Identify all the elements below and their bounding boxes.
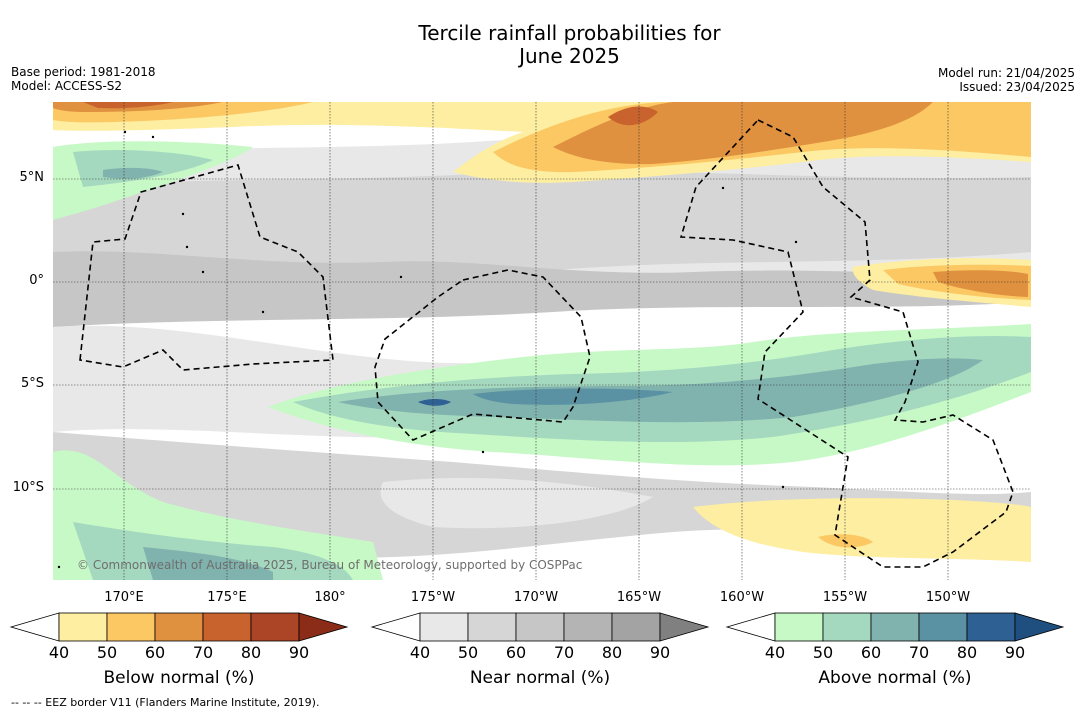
colorbar-title-above: Above normal (%) bbox=[818, 668, 972, 688]
colorbar-extend-high bbox=[298, 612, 349, 642]
lon-label-175w: 175°W bbox=[410, 590, 456, 605]
colorbar-title-near: Near normal (%) bbox=[469, 668, 611, 688]
colorbar-above-normal bbox=[725, 612, 1065, 642]
issued-date: Issued: 23/04/2025 bbox=[959, 80, 1075, 94]
map-canvas: © Commonwealth of Australia 2025, Bureau… bbox=[53, 102, 1031, 580]
colorbar-segment bbox=[918, 612, 968, 642]
colorbar-segment bbox=[870, 612, 920, 642]
colorbar-below-normal bbox=[9, 612, 349, 642]
above-normal-west-south-core bbox=[143, 547, 273, 580]
lat-label-5s: 5°S bbox=[20, 376, 44, 391]
below-normal-east-equator-core bbox=[933, 270, 1028, 297]
run-info: Model run: 21/04/2025 Issued: 23/04/2025 bbox=[938, 66, 1075, 94]
eez-borders bbox=[79, 119, 1014, 568]
near-normal-band-central bbox=[53, 170, 1031, 277]
colorbar-segment bbox=[966, 612, 1016, 642]
model-info: Base period: 1981-2018 Model: ACCESS-S2 bbox=[11, 65, 156, 93]
cb-tick: 60 bbox=[505, 643, 527, 662]
cb-tick: 40 bbox=[48, 643, 70, 662]
near-normal-band-core bbox=[53, 251, 1031, 327]
cb-tick: 50 bbox=[457, 643, 479, 662]
model-name: Model: ACCESS-S2 bbox=[11, 79, 123, 93]
colorbar-segment bbox=[563, 612, 613, 642]
cb-tick: 40 bbox=[764, 643, 786, 662]
colorbar-segment bbox=[515, 612, 565, 642]
colorbar-segment bbox=[250, 612, 300, 642]
cb-tick: 50 bbox=[812, 643, 834, 662]
above-normal-band-inner bbox=[338, 358, 983, 423]
colorbar-legends bbox=[9, 612, 1065, 642]
cb-tick: 70 bbox=[908, 643, 930, 662]
above-normal-band-core bbox=[473, 388, 673, 405]
rainfall-map: © Commonwealth of Australia 2025, Bureau… bbox=[53, 102, 1031, 584]
colorbar-extend-low bbox=[725, 612, 776, 642]
below-normal-south-east bbox=[693, 498, 1031, 562]
cb-tick: 60 bbox=[860, 643, 882, 662]
map-title: Tercile rainfall probabilities for June … bbox=[0, 22, 1085, 68]
model-run-date: Model run: 21/04/2025 bbox=[937, 66, 1075, 80]
eez-border-line-islands bbox=[679, 119, 1014, 568]
cb-tick: 50 bbox=[96, 643, 118, 662]
title-line-1: Tercile rainfall probabilities for bbox=[418, 21, 721, 45]
eez-border-phoenix bbox=[374, 269, 591, 441]
below-normal-north-core bbox=[608, 106, 658, 126]
map-graticule bbox=[53, 102, 1031, 580]
title-line-2: June 2025 bbox=[519, 44, 620, 68]
cb-tick: 40 bbox=[409, 643, 431, 662]
below-normal-south-east-core bbox=[818, 534, 873, 548]
cb-tick: 70 bbox=[192, 643, 214, 662]
base-period: Base period: 1981-2018 bbox=[11, 65, 156, 79]
above-normal-spot bbox=[418, 399, 451, 406]
lon-label-170w: 170°W bbox=[513, 590, 559, 605]
lat-label-5n: 5°N bbox=[19, 170, 45, 185]
lon-label-155w: 155°W bbox=[822, 590, 868, 605]
colorbar-extend-high bbox=[1014, 612, 1065, 642]
colorbar-segment bbox=[106, 612, 156, 642]
copyright-notice: © Commonwealth of Australia 2025, Bureau… bbox=[77, 558, 582, 572]
lon-label-175e: 175°E bbox=[207, 590, 247, 605]
above-normal-west-south-mid bbox=[73, 522, 353, 580]
cb-tick: 80 bbox=[956, 643, 978, 662]
colorbar-segment bbox=[58, 612, 108, 642]
lon-label-170e: 170°E bbox=[104, 590, 144, 605]
colorbar-segment bbox=[467, 612, 517, 642]
cb-tick: 90 bbox=[288, 643, 310, 662]
lon-label-150w: 150°W bbox=[925, 590, 971, 605]
eez-border-kiribati-gilberts bbox=[79, 164, 334, 371]
lat-label-0: 0° bbox=[29, 273, 44, 288]
colorbar-segment bbox=[774, 612, 824, 642]
lon-label-160w: 160°W bbox=[719, 590, 765, 605]
colorbar-segment bbox=[419, 612, 469, 642]
colorbar-extend-low bbox=[9, 612, 60, 642]
cb-tick: 80 bbox=[240, 643, 262, 662]
cb-tick: 60 bbox=[144, 643, 166, 662]
lat-label-10s: 10°S bbox=[12, 480, 44, 495]
colorbar-title-below: Below normal (%) bbox=[103, 668, 255, 688]
eez-legend-note: -- -- -- EEZ border V11 (Flanders Marine… bbox=[11, 696, 320, 709]
cb-tick: 70 bbox=[553, 643, 575, 662]
lon-label-165w: 165°W bbox=[616, 590, 662, 605]
colorbar-extend-low bbox=[370, 612, 421, 642]
cb-tick: 80 bbox=[601, 643, 623, 662]
colorbar-near-normal bbox=[370, 612, 710, 642]
below-normal-north-west-deep bbox=[83, 102, 173, 109]
colorbar-extend-high bbox=[659, 612, 710, 642]
cb-tick: 90 bbox=[649, 643, 671, 662]
colorbar-segment bbox=[822, 612, 872, 642]
colorbar-segment bbox=[202, 612, 252, 642]
above-normal-north-west-core bbox=[103, 167, 163, 179]
colorbar-segment bbox=[154, 612, 204, 642]
near-normal-blob-south bbox=[380, 477, 653, 529]
lon-label-180: 180° bbox=[314, 590, 346, 605]
island-markers bbox=[57, 130, 798, 569]
cb-tick: 90 bbox=[1004, 643, 1026, 662]
colorbar-segment bbox=[611, 612, 661, 642]
